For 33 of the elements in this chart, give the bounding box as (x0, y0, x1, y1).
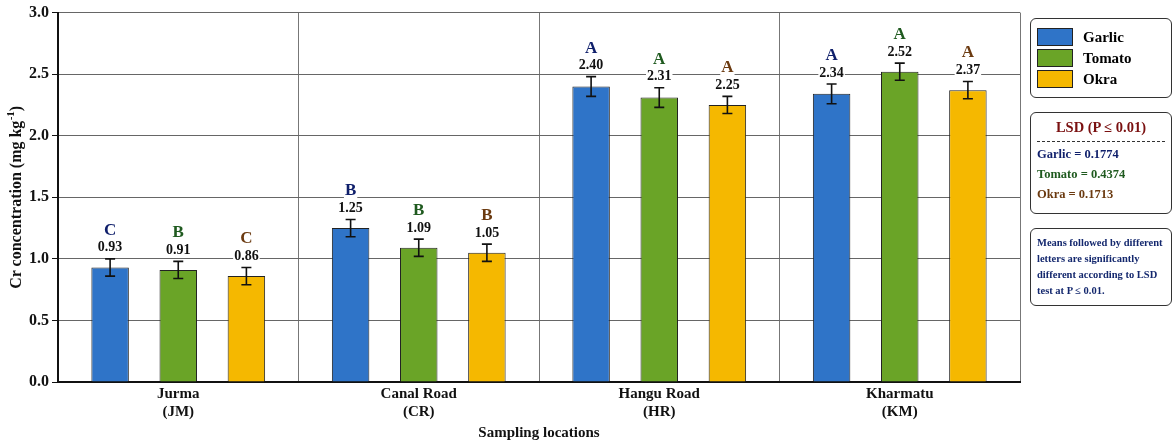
text: Garlic = 0.1774 (1037, 147, 1120, 162)
data-label: A 2.34 (819, 44, 844, 80)
y-axis-title: Cr concentration (mg kg-1) (4, 105, 25, 289)
x-tick-label: Canal Road (CR) (380, 384, 458, 420)
x-tick-label: Kharmatu (KM) (866, 384, 934, 420)
y-tick-label: 0.5 (29, 310, 49, 328)
text: Tomato = 0.4374 (1037, 167, 1127, 182)
text: LSD (P ≤ 0.01) (1037, 119, 1165, 142)
data-label: A 2.37 (955, 42, 981, 78)
x-axis-title: Sampling locations (478, 423, 600, 440)
data-label: A 2.40 (578, 37, 604, 73)
data-label: A 2.31 (647, 48, 672, 84)
x-tick-label: Hangu Road (HR) (618, 384, 701, 420)
data-label: B 1.05 (474, 204, 500, 240)
data-label: A 2.52 (887, 23, 912, 59)
y-tick-label: 1.5 (29, 187, 49, 205)
data-label: B 0.91 (166, 222, 191, 257)
y-tick-label: 3.0 (29, 2, 49, 20)
data-label: B 1.09 (406, 200, 431, 235)
data-label: C 0.93 (97, 219, 123, 255)
legend-label: Tomato (1083, 49, 1132, 67)
text: Okra = 0.1713 (1037, 187, 1115, 202)
y-tick-label: 2.5 (29, 64, 49, 82)
legend-label: Okra (1083, 70, 1118, 88)
data-label: A 2.25 (715, 57, 740, 92)
legend-label: Garlic (1083, 28, 1124, 46)
x-tick-label: Jurma (JM) (157, 384, 200, 420)
data-label: C 0.86 (234, 228, 259, 264)
y-tick-label: 2.0 (29, 125, 49, 143)
y-tick-label: 0.0 (29, 372, 49, 390)
text: Means followed by different letters are significantly different according to LSD test at P ≤ 0.01. (1030, 228, 1172, 306)
y-tick-label: 1.0 (29, 249, 49, 267)
data-label: B 1.25 (338, 180, 363, 216)
